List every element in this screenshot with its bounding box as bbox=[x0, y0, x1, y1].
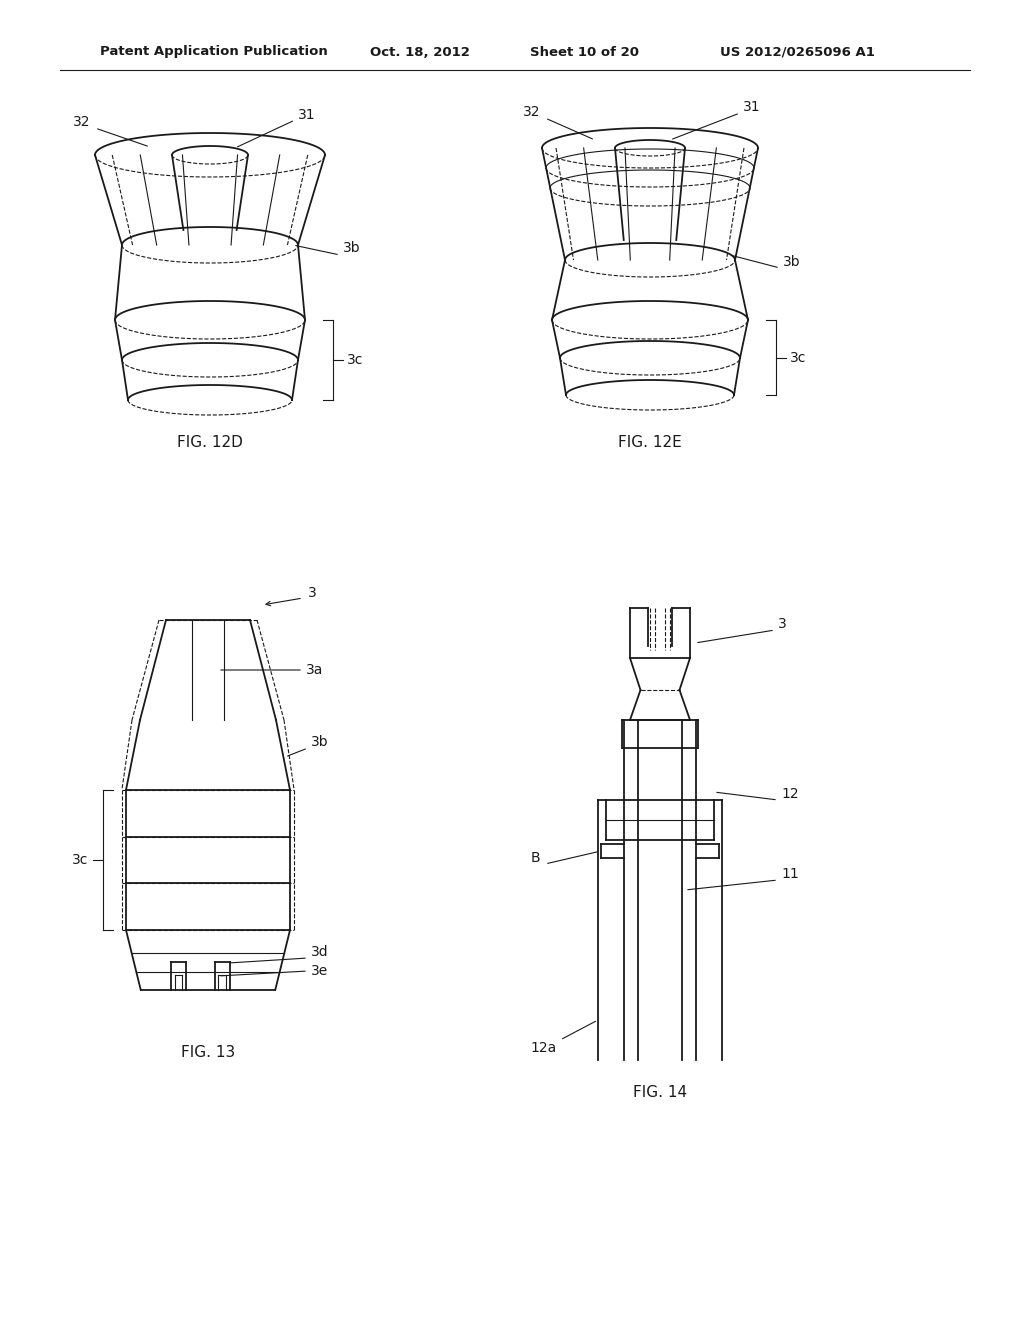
Text: FIG. 12E: FIG. 12E bbox=[618, 436, 682, 450]
Text: 32: 32 bbox=[73, 115, 90, 129]
Text: Sheet 10 of 20: Sheet 10 of 20 bbox=[530, 45, 639, 58]
Text: 12a: 12a bbox=[530, 1041, 557, 1055]
Text: FIG. 12D: FIG. 12D bbox=[177, 436, 243, 450]
Text: 11: 11 bbox=[781, 867, 799, 880]
Text: 32: 32 bbox=[522, 106, 540, 119]
Text: 31: 31 bbox=[743, 100, 761, 114]
Text: Oct. 18, 2012: Oct. 18, 2012 bbox=[370, 45, 470, 58]
Text: 12: 12 bbox=[781, 787, 799, 801]
Text: FIG. 14: FIG. 14 bbox=[633, 1085, 687, 1100]
Text: 3c: 3c bbox=[347, 352, 364, 367]
Text: B: B bbox=[530, 851, 540, 865]
Text: US 2012/0265096 A1: US 2012/0265096 A1 bbox=[720, 45, 874, 58]
Text: 3b: 3b bbox=[783, 255, 801, 269]
Text: 3: 3 bbox=[308, 586, 316, 601]
Text: FIG. 13: FIG. 13 bbox=[181, 1045, 236, 1060]
Text: 3c: 3c bbox=[790, 351, 806, 364]
Text: 31: 31 bbox=[298, 108, 315, 121]
Text: 3b: 3b bbox=[311, 735, 329, 748]
Text: 3a: 3a bbox=[306, 663, 324, 677]
Text: 3b: 3b bbox=[343, 242, 360, 255]
Text: 3d: 3d bbox=[311, 945, 329, 960]
Text: 3: 3 bbox=[778, 616, 786, 631]
Text: 3c: 3c bbox=[73, 853, 89, 867]
Text: 3e: 3e bbox=[311, 964, 329, 978]
Text: Patent Application Publication: Patent Application Publication bbox=[100, 45, 328, 58]
